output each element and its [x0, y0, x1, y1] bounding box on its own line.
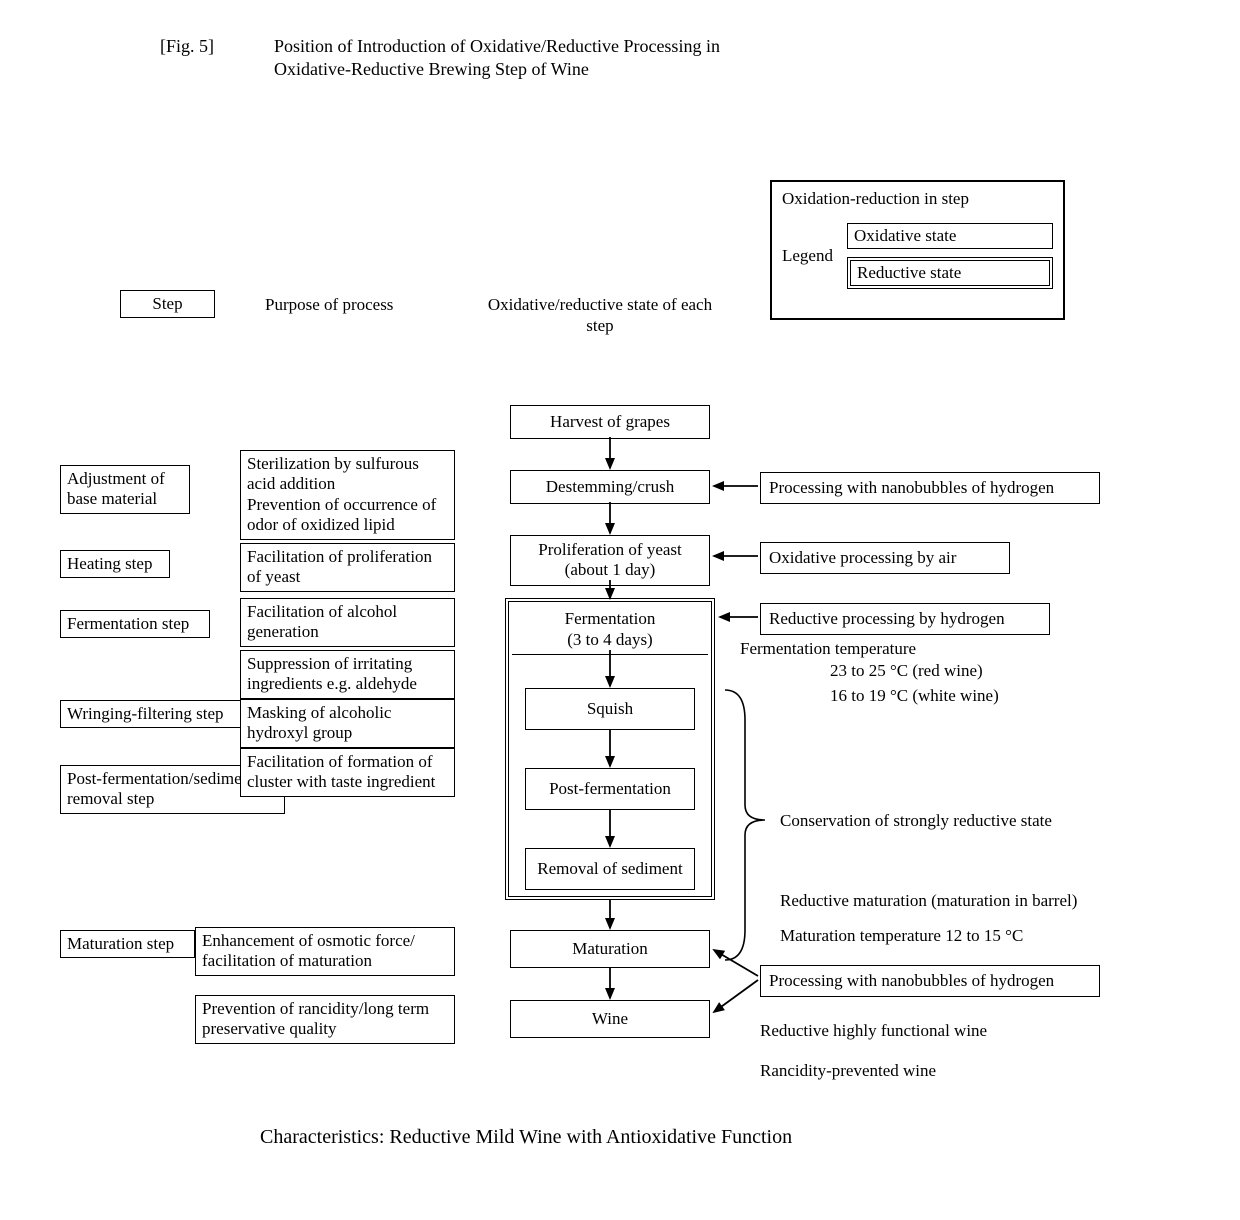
reductive-wine-note: Reductive highly functional wine	[760, 1020, 987, 1041]
flow-wine: Wine	[510, 1000, 710, 1038]
step-heating: Heating step	[60, 550, 170, 578]
col-header-purpose: Purpose of process	[265, 294, 393, 315]
figure-title: Position of Introduction of Oxidative/Re…	[274, 35, 1060, 80]
purpose-5: Masking of alcoholic hydroxyl group	[240, 699, 455, 748]
ferm-temp-white: 16 to 19 °C (white wine)	[830, 685, 999, 706]
legend-oxidative-box: Oxidative state	[847, 223, 1053, 249]
purpose-4: Suppression of irritating ingredients e.…	[240, 650, 455, 699]
purpose-6: Facilitation of formation of cluster wit…	[240, 748, 455, 797]
footer-characteristics: Characteristics: Reductive Mild Wine wit…	[260, 1125, 792, 1150]
flow-removal: Removal of sediment	[525, 848, 695, 890]
legend-title: Oxidation-reduction in step	[782, 188, 1053, 209]
reductive-maturation-note: Reductive maturation (maturation in barr…	[780, 890, 1077, 911]
right-oxidative-air: Oxidative processing by air	[760, 542, 1010, 574]
right-nanobubbles-2: Processing with nanobubbles of hydrogen	[760, 965, 1100, 997]
figure-label: [Fig. 5]	[160, 35, 214, 58]
right-nanobubbles-1: Processing with nanobubbles of hydrogen	[760, 472, 1100, 504]
ferm-temp-red: 23 to 25 °C (red wine)	[830, 660, 983, 681]
purpose-3: Facilitation of alcohol generation	[240, 598, 455, 647]
flow-destem: Destemming/crush	[510, 470, 710, 504]
flow-postferm: Post-fermentation	[525, 768, 695, 810]
right-reductive-h2: Reductive processing by hydrogen	[760, 603, 1050, 635]
step-wringing: Wringing-filtering step	[60, 700, 245, 728]
flow-ferment: Fermentation (3 to 4 days)	[512, 605, 708, 655]
legend-reductive-box: Reductive state	[847, 257, 1053, 289]
purpose-8: Prevention of rancidity/long term preser…	[195, 995, 455, 1044]
ferm-temp-label: Fermentation temperature	[740, 638, 916, 659]
flow-prolif: Proliferation of yeast (about 1 day)	[510, 535, 710, 586]
flow-harvest: Harvest of grapes	[510, 405, 710, 439]
purpose-7: Enhancement of osmotic force/ facilitati…	[195, 927, 455, 976]
conservation-note: Conservation of strongly reductive state	[780, 810, 1052, 831]
legend-label: Legend	[782, 245, 833, 266]
purpose-1: Sterilization by sulfurous acid addition…	[240, 450, 455, 540]
rancidity-wine-note: Rancidity-prevented wine	[760, 1060, 936, 1081]
purpose-2: Facilitation of proliferation of yeast	[240, 543, 455, 592]
flow-maturation: Maturation	[510, 930, 710, 968]
col-header-step: Step	[120, 290, 215, 318]
step-adjustment: Adjustment of base material	[60, 465, 190, 514]
flow-squish: Squish	[525, 688, 695, 730]
maturation-temp-note: Maturation temperature 12 to 15 °C	[780, 925, 1023, 946]
col-header-state: Oxidative/reductive state of each step	[480, 294, 720, 337]
step-fermentation: Fermentation step	[60, 610, 210, 638]
step-maturation: Maturation step	[60, 930, 195, 958]
legend-box: Oxidation-reduction in step Legend Oxida…	[770, 180, 1065, 320]
